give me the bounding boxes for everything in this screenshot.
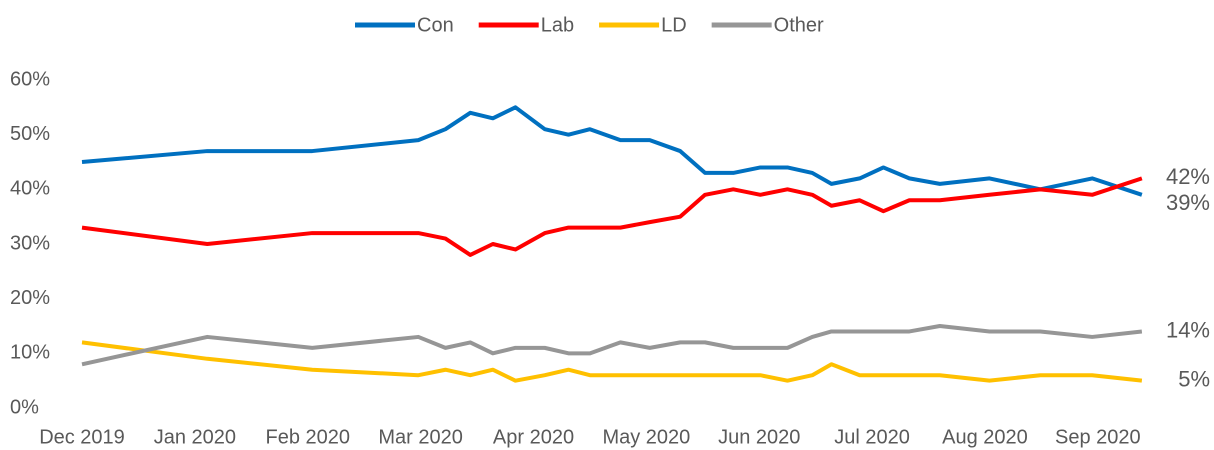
x-tick-label: Dec 2019 <box>39 426 125 448</box>
legend-label: Con <box>417 14 454 36</box>
series-line <box>81 105 1143 197</box>
x-tick-label: Mar 2020 <box>378 426 463 448</box>
y-tick-label: 40% <box>10 178 50 200</box>
x-tick-label: Feb 2020 <box>265 426 350 448</box>
end-label: 39% <box>1166 190 1210 215</box>
y-tick-label: 10% <box>10 342 50 364</box>
series-line <box>81 324 1143 367</box>
legend-label: Other <box>774 14 824 36</box>
end-label: 5% <box>1178 366 1210 391</box>
series-line <box>81 340 1143 383</box>
x-tick-label: Aug 2020 <box>942 426 1028 448</box>
x-tick-label: Jul 2020 <box>834 426 910 448</box>
legend-label: LD <box>661 14 687 36</box>
y-tick-label: 0% <box>10 396 39 418</box>
x-tick-label: Apr 2020 <box>493 426 574 448</box>
end-label: 14% <box>1166 317 1210 342</box>
legend-label: Lab <box>541 14 574 36</box>
x-tick-label: Jan 2020 <box>154 426 236 448</box>
series-line <box>81 176 1143 257</box>
x-tick-label: May 2020 <box>602 426 690 448</box>
x-tick-label: Sep 2020 <box>1055 426 1141 448</box>
y-tick-label: 50% <box>10 123 50 145</box>
y-tick-label: 20% <box>10 287 50 309</box>
y-tick-label: 30% <box>10 232 50 254</box>
x-tick-label: Jun 2020 <box>718 426 800 448</box>
end-label: 42% <box>1166 164 1210 189</box>
y-tick-label: 60% <box>10 68 50 90</box>
